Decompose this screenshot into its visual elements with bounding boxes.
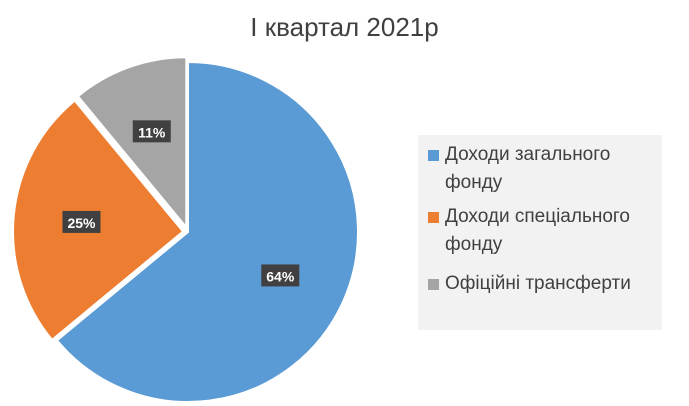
legend-label-line1: Доходи загального	[445, 144, 611, 165]
legend-swatch	[428, 279, 439, 290]
legend-item-transfers[interactable]: Офіційні трансферти	[428, 270, 658, 298]
svg-text:25%: 25%	[67, 215, 96, 231]
pie-slice-transfers[interactable]	[76, 56, 188, 231]
svg-text:64%: 64%	[266, 268, 295, 284]
chart-title: I квартал 2021р	[250, 12, 439, 42]
data-label-special-fund: 25%	[62, 210, 101, 233]
data-label-transfers: 11%	[132, 120, 171, 143]
legend: Доходи загального фонду Доходи спеціальн…	[418, 135, 662, 330]
legend-label-line2: фонду	[445, 172, 503, 193]
legend-label-line1: Доходи спеціального	[445, 206, 630, 227]
legend-item-general-fund[interactable]: Доходи загального фонду	[428, 141, 658, 197]
pie-slice-general-fund[interactable]	[55, 60, 359, 403]
legend-swatch	[428, 212, 439, 223]
legend-label-line1: Офіційні трансферти	[445, 273, 631, 294]
legend-item-special-fund[interactable]: Доходи спеціального фонду	[428, 203, 658, 259]
legend-label-line2: фонду	[445, 234, 503, 255]
legend-swatch	[428, 150, 439, 161]
svg-text:11%: 11%	[138, 124, 166, 140]
data-label-general-fund: 64%	[261, 264, 300, 287]
